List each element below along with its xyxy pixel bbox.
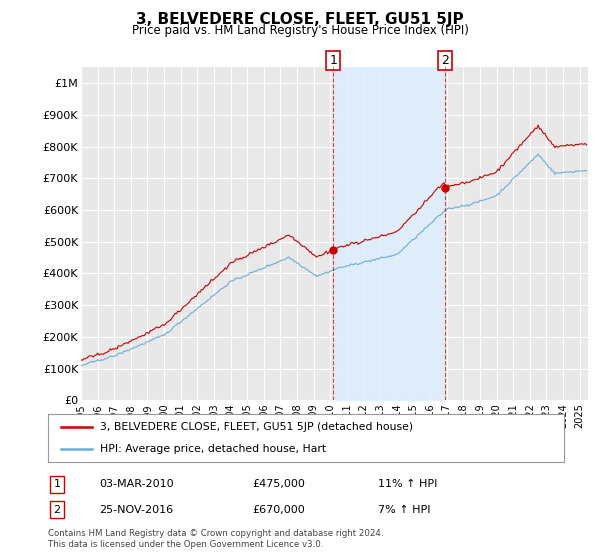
- Text: 2: 2: [441, 54, 449, 67]
- Text: 2: 2: [53, 505, 61, 515]
- Text: £475,000: £475,000: [252, 479, 305, 489]
- Text: Contains HM Land Registry data © Crown copyright and database right 2024.
This d: Contains HM Land Registry data © Crown c…: [48, 529, 383, 549]
- Text: 03-MAR-2010: 03-MAR-2010: [99, 479, 173, 489]
- Text: 7% ↑ HPI: 7% ↑ HPI: [378, 505, 431, 515]
- Text: £670,000: £670,000: [252, 505, 305, 515]
- Text: 25-NOV-2016: 25-NOV-2016: [99, 505, 173, 515]
- Text: 3, BELVEDERE CLOSE, FLEET, GU51 5JP: 3, BELVEDERE CLOSE, FLEET, GU51 5JP: [136, 12, 464, 27]
- Text: 1: 1: [53, 479, 61, 489]
- Text: 11% ↑ HPI: 11% ↑ HPI: [378, 479, 437, 489]
- Text: 1: 1: [329, 54, 337, 67]
- Text: 3, BELVEDERE CLOSE, FLEET, GU51 5JP (detached house): 3, BELVEDERE CLOSE, FLEET, GU51 5JP (det…: [100, 422, 413, 432]
- Text: Price paid vs. HM Land Registry's House Price Index (HPI): Price paid vs. HM Land Registry's House …: [131, 24, 469, 36]
- Text: HPI: Average price, detached house, Hart: HPI: Average price, detached house, Hart: [100, 444, 326, 454]
